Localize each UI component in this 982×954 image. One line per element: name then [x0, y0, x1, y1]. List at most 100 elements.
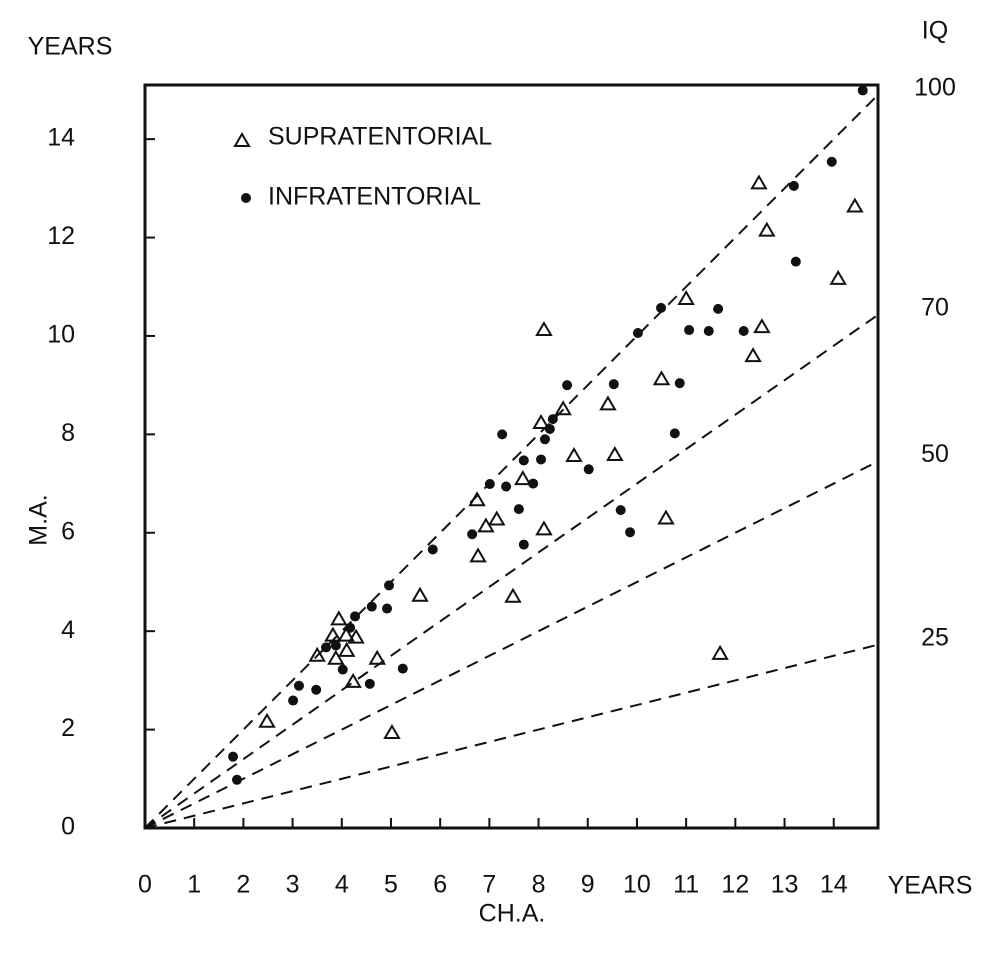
dot-point [562, 380, 573, 391]
dot-point [788, 180, 799, 191]
x-tick-label: 2 [236, 871, 250, 899]
legend-marker [233, 132, 251, 147]
iq-line [144, 313, 879, 829]
triangle-point [344, 672, 362, 688]
x-unit-label: YEARS [888, 872, 973, 900]
x-tick-label: 12 [721, 871, 749, 899]
dot-point [231, 774, 242, 785]
dot-point [790, 256, 801, 267]
y-tick-label: 12 [47, 222, 75, 250]
triangle-point [652, 370, 671, 386]
dot-point [467, 529, 478, 540]
dot-point [366, 601, 377, 612]
x-tick-label: 7 [482, 871, 496, 899]
dot-point [536, 454, 547, 465]
x-tick-label: 0 [138, 871, 152, 899]
iq-line [144, 643, 879, 829]
y-tick-label: 14 [47, 124, 75, 152]
dot-point [501, 481, 512, 492]
triangle-point [532, 414, 550, 430]
dot-point [656, 302, 667, 313]
triangle-point [504, 587, 522, 603]
dot-point [497, 429, 508, 440]
dot-point [345, 622, 356, 633]
triangle-point [744, 347, 762, 363]
triangle-point [337, 626, 355, 642]
dot-point [632, 327, 643, 338]
dot-point [615, 505, 626, 516]
dot-point [228, 751, 239, 762]
dot-point [583, 464, 594, 475]
dot-point [384, 580, 395, 591]
triangle-point [711, 644, 729, 660]
y-unit-label: YEARS [28, 33, 113, 61]
dot-point [427, 544, 438, 555]
x-tick-label: 6 [433, 871, 447, 899]
triangle-point [677, 290, 695, 306]
dot-point [674, 378, 685, 389]
dot-point [330, 640, 341, 651]
dot-point [311, 684, 322, 695]
y-tick-label: 8 [61, 419, 75, 447]
triangle-point [468, 491, 486, 507]
iq-line [144, 94, 879, 829]
dot-point [684, 325, 695, 336]
x-tick-label: 9 [581, 871, 595, 899]
dot-point [544, 423, 555, 434]
x-tick-label: 11 [673, 871, 699, 899]
dot-point [321, 642, 332, 653]
dot-point [703, 326, 714, 337]
iq-label: 25 [921, 623, 949, 651]
dot-point [382, 603, 393, 614]
x-tick-label: 13 [771, 871, 799, 899]
y-axis-label: M.A. [25, 494, 53, 545]
x-axis-label: CH.A. [479, 900, 546, 928]
dot-point [397, 663, 408, 674]
triangle-point [324, 626, 342, 642]
y-tick-label: 2 [61, 714, 75, 742]
triangle-point [337, 641, 356, 657]
triangle-point [554, 400, 572, 416]
dot-point [826, 156, 837, 167]
triangle-point [383, 724, 401, 740]
legend-label: SUPRATENTORIAL [268, 123, 492, 151]
triangle-point [535, 321, 553, 337]
iq-label: 50 [921, 440, 949, 468]
iq-label: 100 [914, 73, 956, 101]
x-tick-label: 1 [187, 871, 201, 899]
dot-point [528, 478, 539, 489]
y2-axis-label: IQ [922, 17, 948, 45]
triangle-point [308, 646, 326, 662]
plot-frame [143, 83, 880, 830]
y-tick-label: 10 [47, 321, 75, 349]
triangle-point [488, 510, 506, 526]
triangle-point [368, 649, 386, 665]
triangle-point [514, 470, 532, 486]
dot-point [293, 680, 304, 691]
dot-point [518, 539, 529, 550]
x-tick-label: 5 [384, 871, 398, 899]
triangle-point [535, 520, 553, 536]
triangle-point [258, 712, 276, 728]
triangle-point [327, 649, 345, 665]
dot-point [608, 379, 619, 390]
y-tick-label: 4 [61, 616, 75, 644]
dot-point [669, 428, 680, 439]
y-tick-label: 0 [61, 813, 75, 841]
triangle-point [411, 586, 429, 602]
x-tick-label: 4 [335, 871, 349, 899]
iq-label: 70 [921, 293, 949, 321]
dot-point [738, 326, 749, 337]
dot-point [625, 527, 636, 538]
x-tick-label: 14 [820, 871, 848, 899]
dot-point [539, 434, 550, 445]
iq-line [144, 460, 879, 829]
triangle-point [606, 446, 624, 462]
y-tick-label: 6 [61, 517, 75, 545]
dot-point [484, 479, 495, 490]
triangle-point [758, 221, 776, 237]
dot-point [857, 85, 868, 96]
dot-point [713, 303, 724, 314]
dot-point [513, 504, 524, 515]
